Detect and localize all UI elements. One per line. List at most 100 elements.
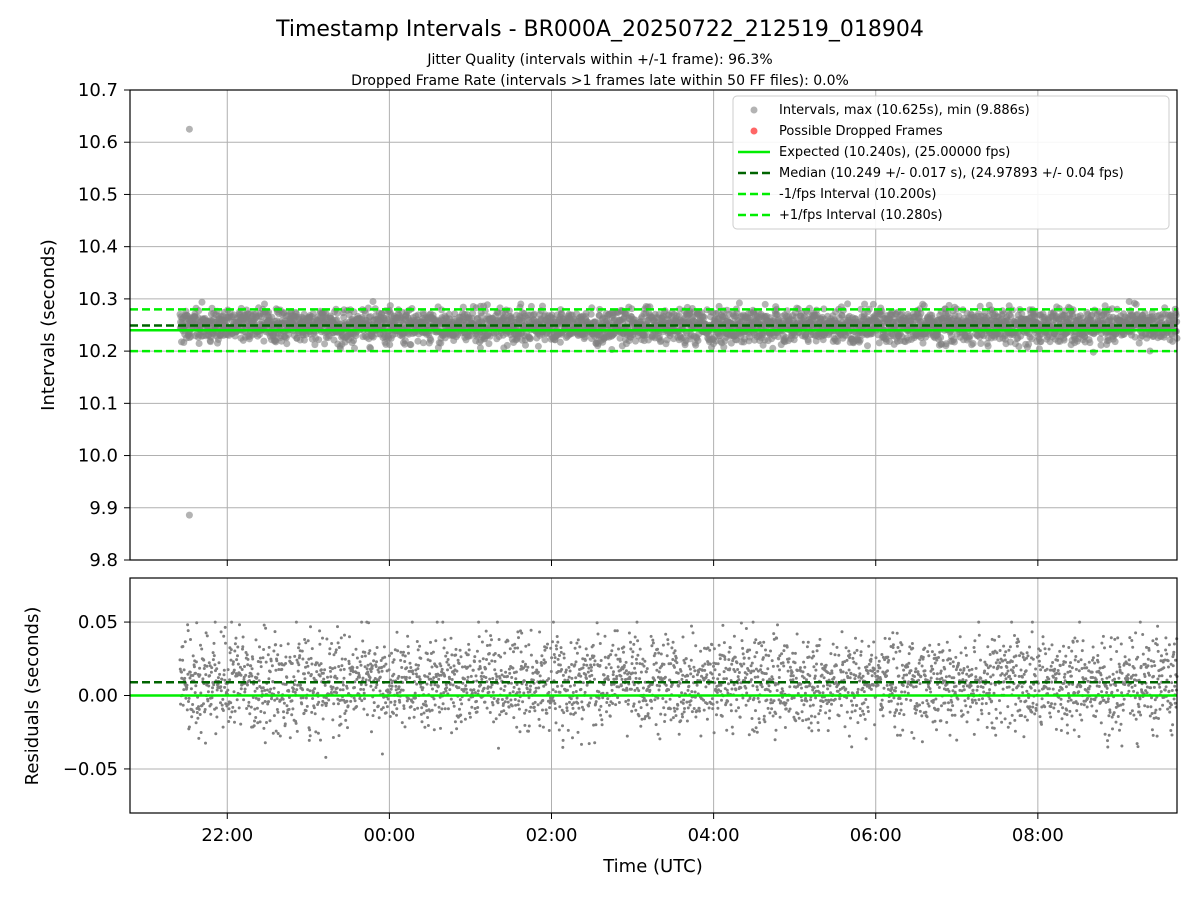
residual-point [249,664,253,668]
residual-point [429,683,433,687]
residual-point [353,686,356,689]
residual-point [433,703,437,707]
residual-point [617,647,620,651]
residual-point [355,656,359,660]
residual-point [359,663,363,667]
residual-point [463,717,467,721]
residual-point [500,698,504,701]
residual-point [241,645,245,649]
residual-point [415,682,419,686]
residual-point [510,676,514,679]
residual-point [538,724,542,728]
residual-point [407,716,411,720]
residual-point [545,646,549,650]
residual-point [189,638,192,641]
chart-subtitle-jitter: Jitter Quality (intervals within +/-1 fr… [426,52,772,68]
residual-point [575,641,579,645]
residual-point [389,687,393,691]
residual-point [561,724,564,728]
residual-point [346,726,349,730]
residual-point [459,655,463,659]
residual-point [574,676,578,680]
residual-point [228,678,232,682]
residual-point [336,625,339,629]
residual-point [235,698,239,702]
residual-point [263,741,267,745]
residual-point [549,700,553,704]
residual-point [223,678,227,682]
residual-point [514,677,518,681]
residual-point [318,674,322,678]
residual-point [353,699,357,703]
legend-label-minus-interval: -1/fps Interval (10.200s) [779,187,936,202]
residual-point [415,640,419,643]
residual-point [198,673,202,677]
residual-point [321,717,325,721]
residual-point [547,690,551,694]
interval-point [517,300,525,308]
residual-point [250,674,254,678]
residual-point [580,742,583,746]
residual-point [334,650,338,654]
residual-point [529,653,533,657]
interval-point [984,342,992,350]
residual-point [285,711,289,715]
residual-point [287,707,291,711]
residual-point [491,690,495,694]
residual-point [434,639,438,643]
residual-point [234,636,238,640]
residual-point [582,708,586,712]
residual-point [184,696,188,700]
residual-point [478,666,482,670]
residual-point [527,643,531,647]
residual-point [442,646,446,650]
residual-point [485,658,488,661]
residual-point [455,727,459,731]
residual-point [604,666,608,670]
residual-point [195,711,199,714]
residual-point [181,703,185,707]
residual-point [454,647,458,651]
residual-point [538,630,542,634]
residual-point [191,703,195,706]
legend-marker-dropped [750,127,758,135]
residual-point [607,662,611,666]
interval-point [485,340,493,348]
residual-point [318,642,322,646]
residual-point [262,648,266,651]
interval-point [522,341,529,349]
y-tick-label: 10.5 [78,184,118,205]
residual-point [255,686,259,690]
residual-point [338,688,342,692]
residual-point [506,639,510,643]
residual-point [208,674,212,678]
residual-point [420,720,424,724]
residual-point [403,660,407,663]
residual-point [244,673,248,677]
interval-point [333,309,341,317]
residual-point [246,683,249,687]
residual-point [422,711,426,715]
residual-point [620,677,624,681]
residual-point [423,674,427,678]
residual-point [416,648,420,652]
residual-point [267,677,271,681]
residual-point [328,652,332,656]
residual-point [243,687,247,691]
residual-point [466,675,470,679]
residual-point [410,620,414,624]
residual-point [558,654,561,657]
residual-point [339,722,343,726]
residual-point [204,631,208,635]
residual-point [581,666,585,670]
residual-point [233,709,237,713]
interval-point [969,340,977,347]
residual-point [212,683,216,687]
residual-point [314,730,318,734]
residual-point [453,672,456,676]
residual-point [452,664,456,668]
residual-point [377,716,381,720]
residual-point [619,684,623,688]
y-tick-label: 10.7 [78,80,118,101]
interval-outlier-point [185,125,193,133]
